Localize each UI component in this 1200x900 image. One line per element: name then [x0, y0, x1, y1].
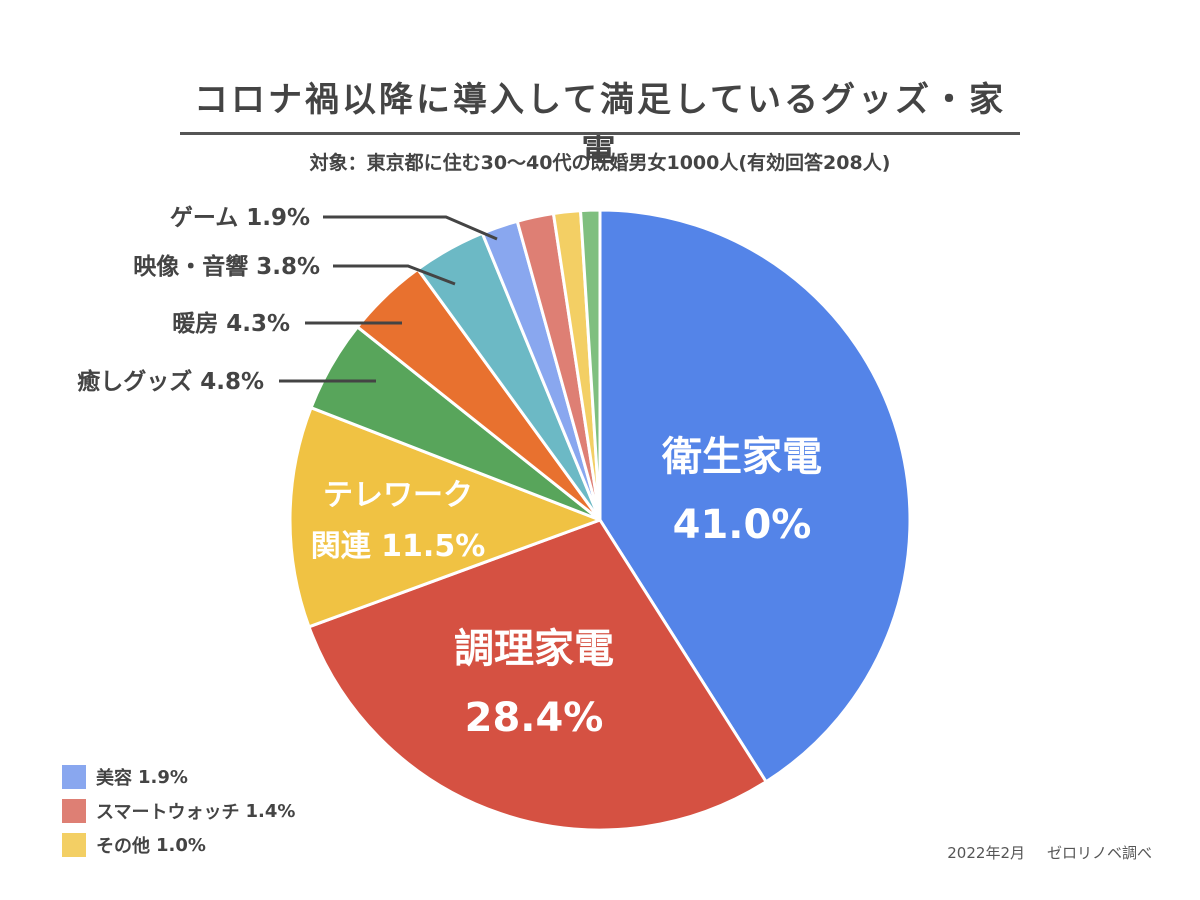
legend-value: 1.9% [138, 766, 188, 788]
chart-title: コロナ禍以降に導入して満足しているグッズ・家電 [194, 80, 1006, 169]
source-note: 2022年2月 ゼロリノベ調べ [947, 842, 1152, 863]
pie-slice-sonota [579, 208, 602, 522]
title-underline [180, 132, 1020, 135]
slice-label-chouri: 調理家電 [454, 626, 614, 672]
slice-value-eisei: 41.0% [673, 502, 812, 548]
legend-item-smartwatch: スマートウォッチ 1.4% [62, 794, 295, 828]
legend-value: 1.0% [156, 834, 206, 856]
slice-label-danbou: 暖房 4.3% [172, 310, 290, 337]
chart-subtitle: 対象：東京都に住む30〜40代の既婚男女1000人(有効回答208人) [309, 152, 891, 174]
pie-slices [288, 208, 912, 832]
legend: 美容 1.9% スマートウォッチ 1.4% その他 1.0% [62, 760, 295, 862]
pie-slice-eisei [598, 208, 912, 784]
legend-swatch [62, 765, 86, 789]
legend-item-sonota: その他 1.0% [62, 828, 295, 862]
source-author: ゼロリノベ調べ [1046, 844, 1152, 862]
callout-leader-lines [279, 215, 498, 383]
leader-line-game [323, 215, 498, 241]
legend-item-biyou: 美容 1.9% [62, 760, 295, 794]
legend-swatch [62, 833, 86, 857]
slice-label-game: ゲーム 1.9% [170, 205, 310, 231]
slice-label-eisei: 衛生家電 [661, 434, 822, 480]
slice-label-eizou: 映像・音響 3.8% [133, 253, 320, 280]
pie-slice-telework [288, 406, 602, 629]
leader-line-eizou [333, 264, 456, 286]
legend-label: その他 [96, 836, 150, 857]
legend-label: スマートウォッチ [96, 802, 240, 823]
slice-value-chouri: 28.4% [465, 695, 604, 741]
slice-value-telework: 関連 11.5% [311, 529, 486, 564]
legend-value: 1.4% [245, 800, 296, 822]
pie-slice-chouri [307, 518, 768, 832]
legend-label: 美容 [96, 768, 132, 789]
slice-label-iyashi: 癒しグッズ 4.8% [77, 368, 264, 395]
slice-label-telework: テレワーク [323, 478, 473, 513]
source-date: 2022年2月 [947, 844, 1025, 862]
legend-swatch [62, 799, 86, 823]
